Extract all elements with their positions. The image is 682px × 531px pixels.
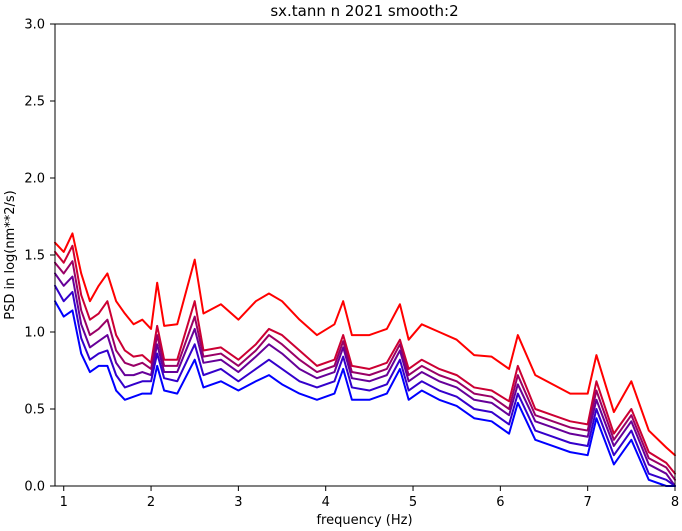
y-tick-label: 1.0 — [24, 326, 45, 341]
series-line-4 — [54, 272, 676, 487]
x-tick-label: 6 — [496, 495, 504, 510]
x-tick-label: 3 — [234, 495, 242, 510]
series-line-6 — [54, 300, 676, 487]
x-axis: 1 2 3 4 5 6 7 8 — [60, 486, 679, 510]
x-axis-label: frequency (Hz) — [316, 513, 412, 528]
x-tick-label: 7 — [584, 495, 592, 510]
x-tick-label: 2 — [147, 495, 155, 510]
plot-frame — [54, 23, 676, 487]
chart-title: sx.tann n 2021 smooth:2 — [270, 2, 458, 20]
y-tick-label: 3.0 — [24, 18, 45, 33]
y-tick-label: 1.5 — [24, 249, 45, 264]
y-axis: 0.0 0.5 1.0 1.5 2.0 2.5 3.0 — [24, 18, 55, 495]
y-tick-label: 0.5 — [24, 403, 45, 418]
y-axis-label: PSD in log(nm**2/s) — [3, 190, 18, 320]
series-line-3 — [54, 260, 676, 481]
y-tick-label: 2.5 — [24, 95, 45, 110]
series-line-1 — [54, 232, 676, 457]
x-tick-label: 5 — [409, 495, 417, 510]
x-tick-label: 1 — [60, 495, 68, 510]
series-line-5 — [54, 284, 676, 487]
x-tick-label: 4 — [322, 495, 330, 510]
y-tick-label: 2.0 — [24, 172, 45, 187]
x-tick-label: 8 — [671, 495, 679, 510]
series-layer — [54, 232, 676, 487]
series-line-2 — [54, 244, 676, 475]
y-tick-label: 0.0 — [24, 480, 45, 495]
